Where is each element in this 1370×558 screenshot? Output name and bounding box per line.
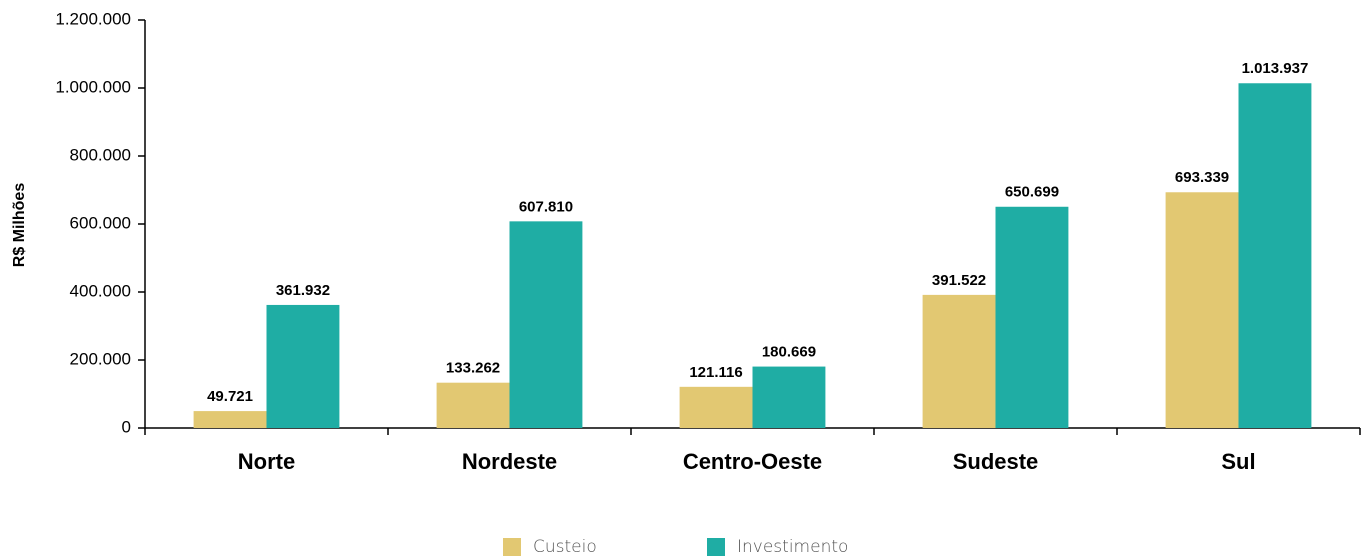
value-label: 650.699	[1005, 184, 1059, 201]
x-tick-label: Nordeste	[462, 449, 557, 474]
bar	[436, 382, 510, 428]
y-tick-label: 600.000	[70, 213, 131, 232]
bar	[679, 386, 753, 428]
y-tick-label: 400.000	[70, 281, 131, 300]
x-tick-label: Centro-Oeste	[683, 449, 822, 474]
value-label: 121.116	[689, 364, 742, 381]
y-tick-label: 200.000	[70, 349, 131, 368]
bar	[995, 206, 1069, 428]
bar	[1238, 83, 1312, 429]
x-tick-label: Sudeste	[953, 449, 1039, 474]
value-label: 180.669	[762, 344, 816, 361]
value-label: 693.339	[1175, 169, 1229, 186]
value-label: 1.013.937	[1242, 60, 1309, 77]
legend-label: Investimento	[737, 537, 848, 557]
bar	[509, 221, 583, 428]
y-tick-label: 1.200.000	[55, 9, 131, 28]
bar	[266, 304, 340, 428]
legend-swatch	[707, 538, 725, 556]
x-tick-label: Norte	[238, 449, 295, 474]
legend-label: Custeio	[533, 537, 597, 557]
y-tick-label: 0	[122, 417, 131, 436]
y-axis-label: R$ Milhões	[11, 183, 28, 268]
value-label: 133.262	[446, 360, 500, 377]
legend-swatch	[503, 538, 521, 556]
value-label: 391.522	[932, 272, 986, 289]
value-label: 361.932	[276, 282, 330, 299]
x-tick-label: Sul	[1221, 449, 1255, 474]
y-tick-label: 800.000	[70, 145, 131, 164]
value-label: 49.721	[207, 388, 253, 405]
value-label: 607.810	[519, 198, 573, 215]
bar	[752, 366, 826, 428]
bar	[193, 411, 267, 428]
bar	[922, 294, 996, 428]
y-tick-label: 1.000.000	[55, 77, 131, 96]
bar	[1165, 192, 1239, 428]
